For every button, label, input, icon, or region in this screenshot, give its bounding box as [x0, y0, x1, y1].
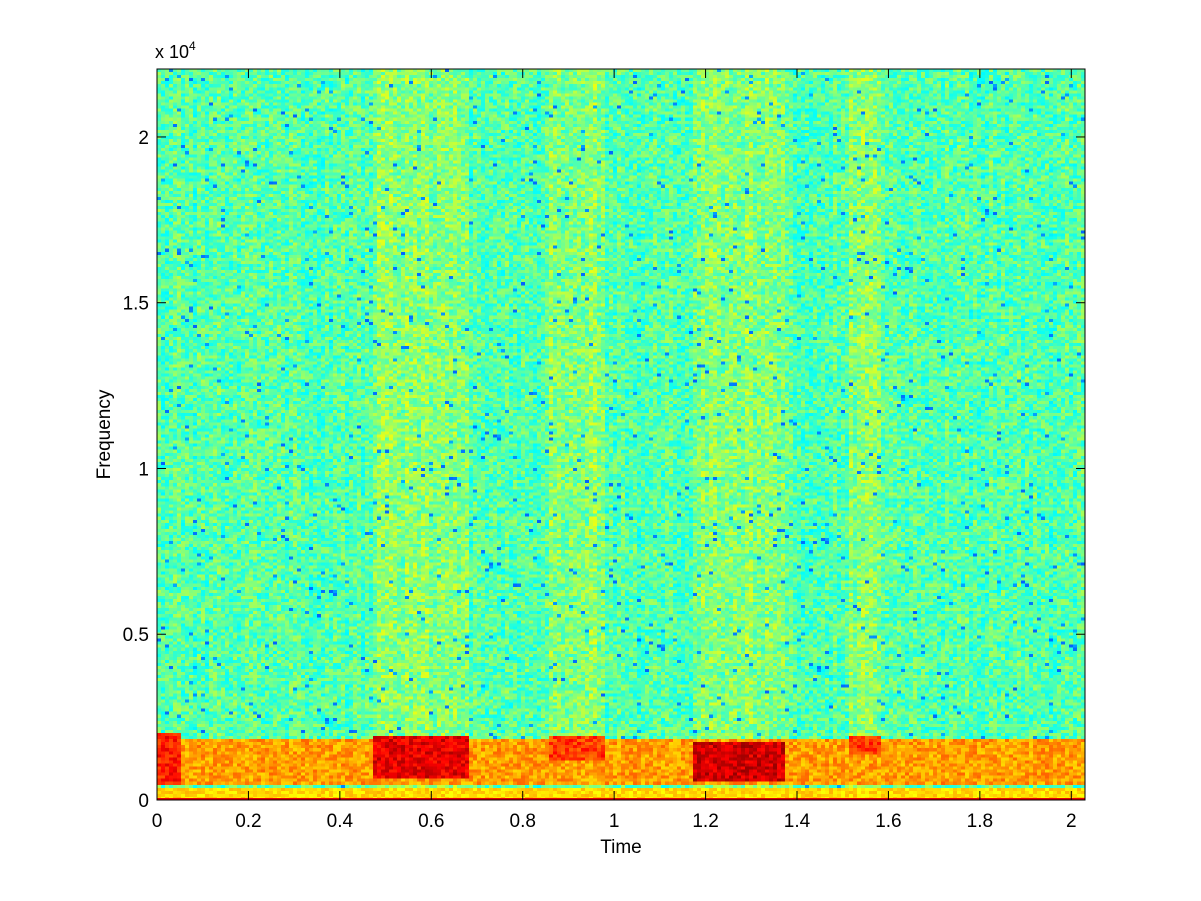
- x-tick-label: 1.4: [784, 811, 811, 832]
- x-axis-label: Time: [600, 837, 642, 858]
- x-tick-label: 0.6: [418, 811, 444, 832]
- y-tick-label: 1: [138, 459, 149, 480]
- x-axis-ticks: 0 0.2 0.4 0.6 0.8 1 1.2 1.4 1.6 1.8 2: [152, 69, 1077, 832]
- spectrogram-heatmap: [157, 69, 1085, 800]
- x-tick-label: 0.2: [235, 811, 261, 832]
- x-tick-label: 2: [1066, 811, 1077, 832]
- x-tick-label: 1.2: [692, 811, 718, 832]
- y-exponent-label: x 104: [155, 39, 196, 62]
- y-tick-label: 1.5: [123, 294, 149, 315]
- x-tick-label: 0.8: [510, 811, 536, 832]
- x-tick-label: 1.6: [875, 811, 901, 832]
- y-axis-label: Frequency: [94, 389, 115, 479]
- axes-frame: [156, 68, 1086, 801]
- x-tick-label: 1: [609, 811, 620, 832]
- spectrogram-image: [157, 69, 1085, 800]
- x-tick-label: 1.8: [967, 811, 993, 832]
- x-tick-label: 0.4: [327, 811, 354, 832]
- y-tick-label: 0: [138, 791, 149, 812]
- y-axis-ticks: 0 0.5 1 1.5 2: [123, 128, 1085, 812]
- y-tick-label: 0.5: [123, 625, 149, 646]
- x-tick-label: 0: [152, 811, 163, 832]
- y-exponent-power: 4: [189, 39, 196, 53]
- y-tick-label: 2: [138, 128, 149, 149]
- y-exponent-base: x 10: [155, 42, 189, 62]
